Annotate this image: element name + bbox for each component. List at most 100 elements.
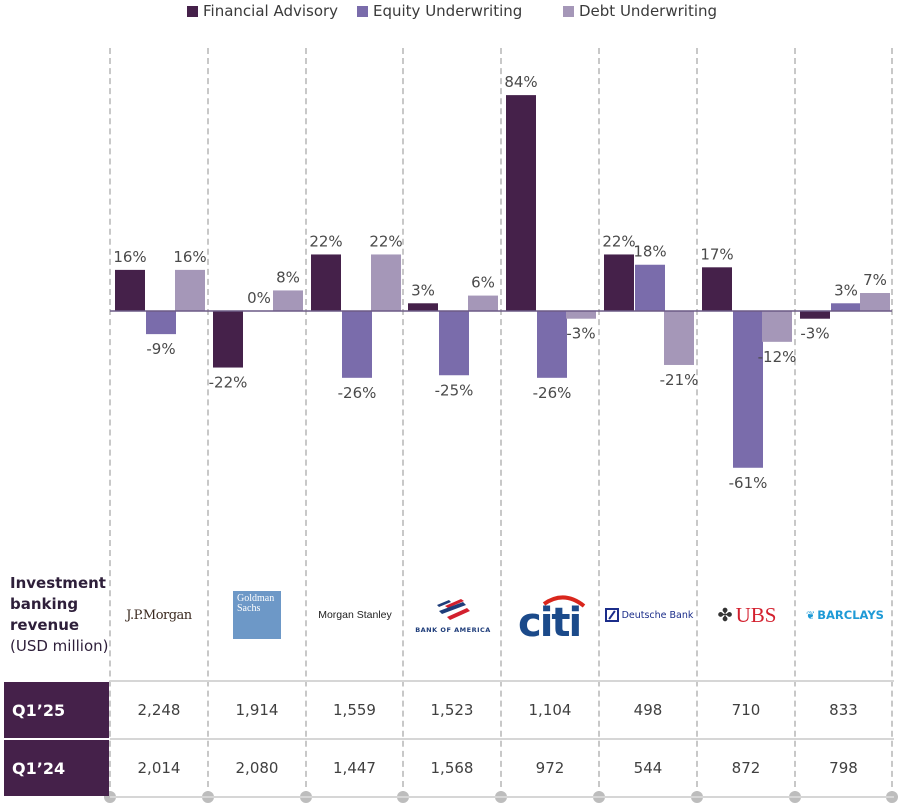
bar-value-label: 3% xyxy=(411,281,435,299)
deutsche-slash-icon xyxy=(604,608,619,622)
column-divider xyxy=(207,48,209,797)
bofa-flag-icon xyxy=(437,598,470,620)
citi-text: citi xyxy=(518,600,580,638)
column-divider xyxy=(109,48,111,797)
bar-debt-underwriting xyxy=(175,269,205,311)
bar-debt-underwriting xyxy=(468,295,498,311)
bar-value-label: 8% xyxy=(276,268,300,286)
logo-ubs: ✤ UBS xyxy=(698,590,796,640)
bar-equity-underwriting xyxy=(831,303,861,311)
logo-goldman-line1: Goldman xyxy=(237,593,275,604)
logo-barclays: ❦ BARCLAYS xyxy=(796,590,894,640)
table-cell: 1,914 xyxy=(235,701,279,719)
row-label-q1-24: Q1’24 xyxy=(4,740,109,796)
bar-value-label: 3% xyxy=(834,281,858,299)
table-cell: 2,014 xyxy=(137,759,181,777)
chart-legend: Financial Advisory Equity Underwriting D… xyxy=(0,0,903,24)
bar-equity-underwriting xyxy=(146,311,176,335)
logo-ubs-text: UBS xyxy=(735,602,777,627)
bar-value-label: 84% xyxy=(504,73,537,91)
logo-jpmorgan-text: J.P.Morgan xyxy=(126,607,192,623)
bar-value-label: 6% xyxy=(471,274,495,292)
table-divider xyxy=(110,796,894,798)
bar-financial-advisory xyxy=(408,303,438,311)
bar-value-label: 17% xyxy=(700,245,733,263)
table-divider xyxy=(110,738,894,740)
bar-value-label: 22% xyxy=(369,232,402,250)
bar-debt-underwriting xyxy=(371,254,401,311)
logo-bofa-text: BANK OF AMERICA xyxy=(415,625,491,634)
bars-group xyxy=(115,95,890,468)
bar-debt-underwriting xyxy=(762,311,792,342)
logo-morgan-stanley: Morgan Stanley xyxy=(306,590,404,640)
bar-value-label: -12% xyxy=(758,348,797,366)
logo-morgan-stanley-text: Morgan Stanley xyxy=(318,609,392,621)
bar-financial-advisory xyxy=(604,254,634,311)
bar-value-label: -26% xyxy=(533,384,572,402)
logo-citi: citi xyxy=(502,590,600,640)
logo-deutsche-text: Deutsche Bank xyxy=(621,609,694,621)
bar-debt-underwriting xyxy=(566,311,596,319)
column-divider xyxy=(696,48,698,797)
bar-value-label: -3% xyxy=(800,325,829,343)
bar-financial-advisory xyxy=(702,267,732,311)
logo-goldman-sachs: Goldman Sachs xyxy=(208,590,306,640)
bar-debt-underwriting xyxy=(860,293,890,311)
legend-item-financial-advisory: Financial Advisory xyxy=(187,2,338,20)
table-header-unit: (USD million) xyxy=(10,637,109,655)
bar-debt-underwriting xyxy=(273,290,303,311)
bar-debt-underwriting xyxy=(664,311,694,365)
citi-logo-icon: citi xyxy=(518,595,586,638)
logo-deutsche-bank: Deutsche Bank xyxy=(600,590,698,640)
bar-value-label: -26% xyxy=(338,384,377,402)
logo-jpmorgan: J.P.Morgan xyxy=(110,590,208,640)
table-cell: 1,104 xyxy=(528,701,572,719)
legend-swatch xyxy=(187,5,198,17)
table-header-title: Investment banking revenue xyxy=(10,574,106,634)
bar-financial-advisory xyxy=(311,254,341,311)
column-divider xyxy=(305,48,307,797)
legend-swatch xyxy=(357,5,368,17)
table-cell: 872 xyxy=(731,759,761,777)
bar-value-label: -25% xyxy=(435,381,474,399)
bar-financial-advisory xyxy=(800,311,830,319)
bar-chart: 16% -9% 16% -22% 0% 8% 22% -26% 22% 3% -25% 6% 84% -2… xyxy=(110,73,892,492)
column-divider xyxy=(500,48,502,797)
logo-goldman-line2: Sachs xyxy=(237,603,261,614)
bar-financial-advisory xyxy=(115,269,145,311)
bar-value-label: 22% xyxy=(309,232,342,250)
bar-value-label: 16% xyxy=(173,248,206,266)
table-cell: 2,248 xyxy=(137,701,181,719)
legend-item-equity-underwriting: Equity Underwriting xyxy=(357,2,522,20)
barclays-eagle-icon: ❦ xyxy=(806,608,816,622)
column-divider xyxy=(598,48,600,797)
bar-value-label: -61% xyxy=(729,474,768,492)
legend-label: Equity Underwriting xyxy=(373,2,523,20)
table-cell: 798 xyxy=(829,759,858,777)
bar-financial-advisory xyxy=(213,311,243,368)
bar-equity-underwriting xyxy=(635,264,665,311)
table-cell: 972 xyxy=(535,759,565,777)
table-cell: 1,568 xyxy=(430,759,474,777)
table-cell: 833 xyxy=(829,701,858,719)
bar-equity-underwriting xyxy=(537,311,567,378)
bar-value-label: 0% xyxy=(247,289,271,307)
legend-label: Financial Advisory xyxy=(203,2,339,20)
table-cell: 2,080 xyxy=(235,759,279,777)
table-cell: 498 xyxy=(633,701,663,719)
bar-value-label: -3% xyxy=(566,325,595,343)
bar-value-label: 7% xyxy=(863,271,887,289)
ubs-keys-icon: ✤ xyxy=(717,604,733,626)
bar-equity-underwriting xyxy=(342,311,372,378)
bar-value-label: 18% xyxy=(633,243,666,261)
table-cell: 1,447 xyxy=(333,759,376,777)
bar-value-label: -9% xyxy=(146,340,175,358)
table-cell: 1,559 xyxy=(333,701,376,719)
legend-label: Debt Underwriting xyxy=(579,2,718,20)
logo-bank-of-america: BANK OF AMERICA xyxy=(404,590,502,640)
column-divider xyxy=(891,48,893,797)
table-cell: 544 xyxy=(633,759,663,777)
table-cell: 710 xyxy=(731,701,761,719)
bar-value-label: -21% xyxy=(660,371,699,389)
bar-value-label: 22% xyxy=(602,232,635,250)
